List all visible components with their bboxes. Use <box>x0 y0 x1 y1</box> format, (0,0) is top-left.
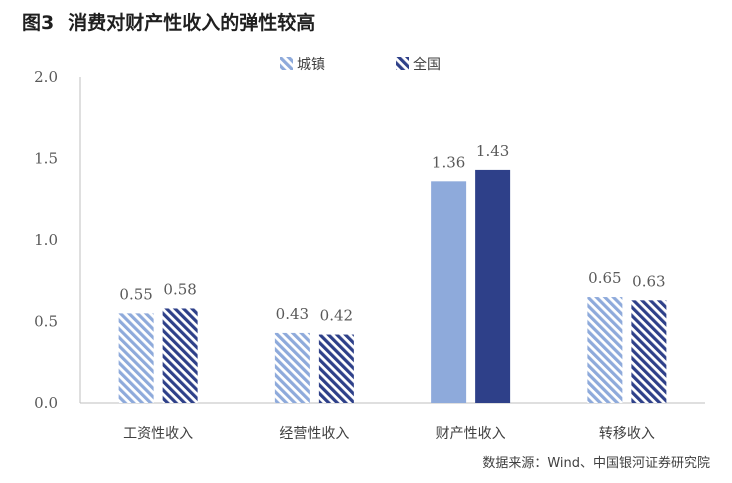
y-tick-label: 2.0 <box>34 68 58 86</box>
data-label-national-3: 0.63 <box>632 272 665 290</box>
y-tick-label: 1.5 <box>34 150 58 168</box>
legend-label-1: 全国 <box>413 56 441 73</box>
legend-label-0: 城镇 <box>297 57 325 73</box>
figure-number: 图3 <box>22 12 55 34</box>
data-label-national-1: 0.42 <box>320 307 353 325</box>
x-category-label: 工资性收入 <box>123 426 193 442</box>
legend-swatch-0 <box>280 57 293 70</box>
x-category-label: 转移收入 <box>599 426 655 442</box>
bar-urban-1 <box>274 332 310 403</box>
y-tick-label: 0.0 <box>34 394 58 412</box>
data-label-urban-0: 0.55 <box>119 285 152 303</box>
bar-national-2 <box>475 169 511 403</box>
data-label-urban-2: 1.36 <box>432 153 465 171</box>
bar-national-0 <box>162 308 198 403</box>
bar-national-1 <box>318 334 354 403</box>
bar-urban-3 <box>587 297 623 403</box>
data-source-note: 数据来源：Wind、中国银河证券研究院 <box>482 456 710 471</box>
y-tick-label: 0.5 <box>34 313 58 331</box>
figure-title-text: 消费对财产性收入的弹性较高 <box>68 12 316 34</box>
legend-swatch-1 <box>396 57 409 70</box>
figure-title: 图3 消费对财产性收入的弹性较高 <box>22 8 315 35</box>
x-category-label: 经营性收入 <box>279 426 349 442</box>
x-category-label: 财产性收入 <box>436 426 506 442</box>
data-label-national-2: 1.43 <box>476 142 509 160</box>
bar-urban-0 <box>118 313 154 403</box>
bar-national-3 <box>631 300 667 403</box>
y-tick-label: 1.0 <box>34 231 58 249</box>
data-label-urban-1: 0.43 <box>276 305 309 323</box>
data-label-national-0: 0.58 <box>163 280 196 298</box>
data-label-urban-3: 0.65 <box>588 269 621 287</box>
bar-urban-2 <box>431 181 467 403</box>
